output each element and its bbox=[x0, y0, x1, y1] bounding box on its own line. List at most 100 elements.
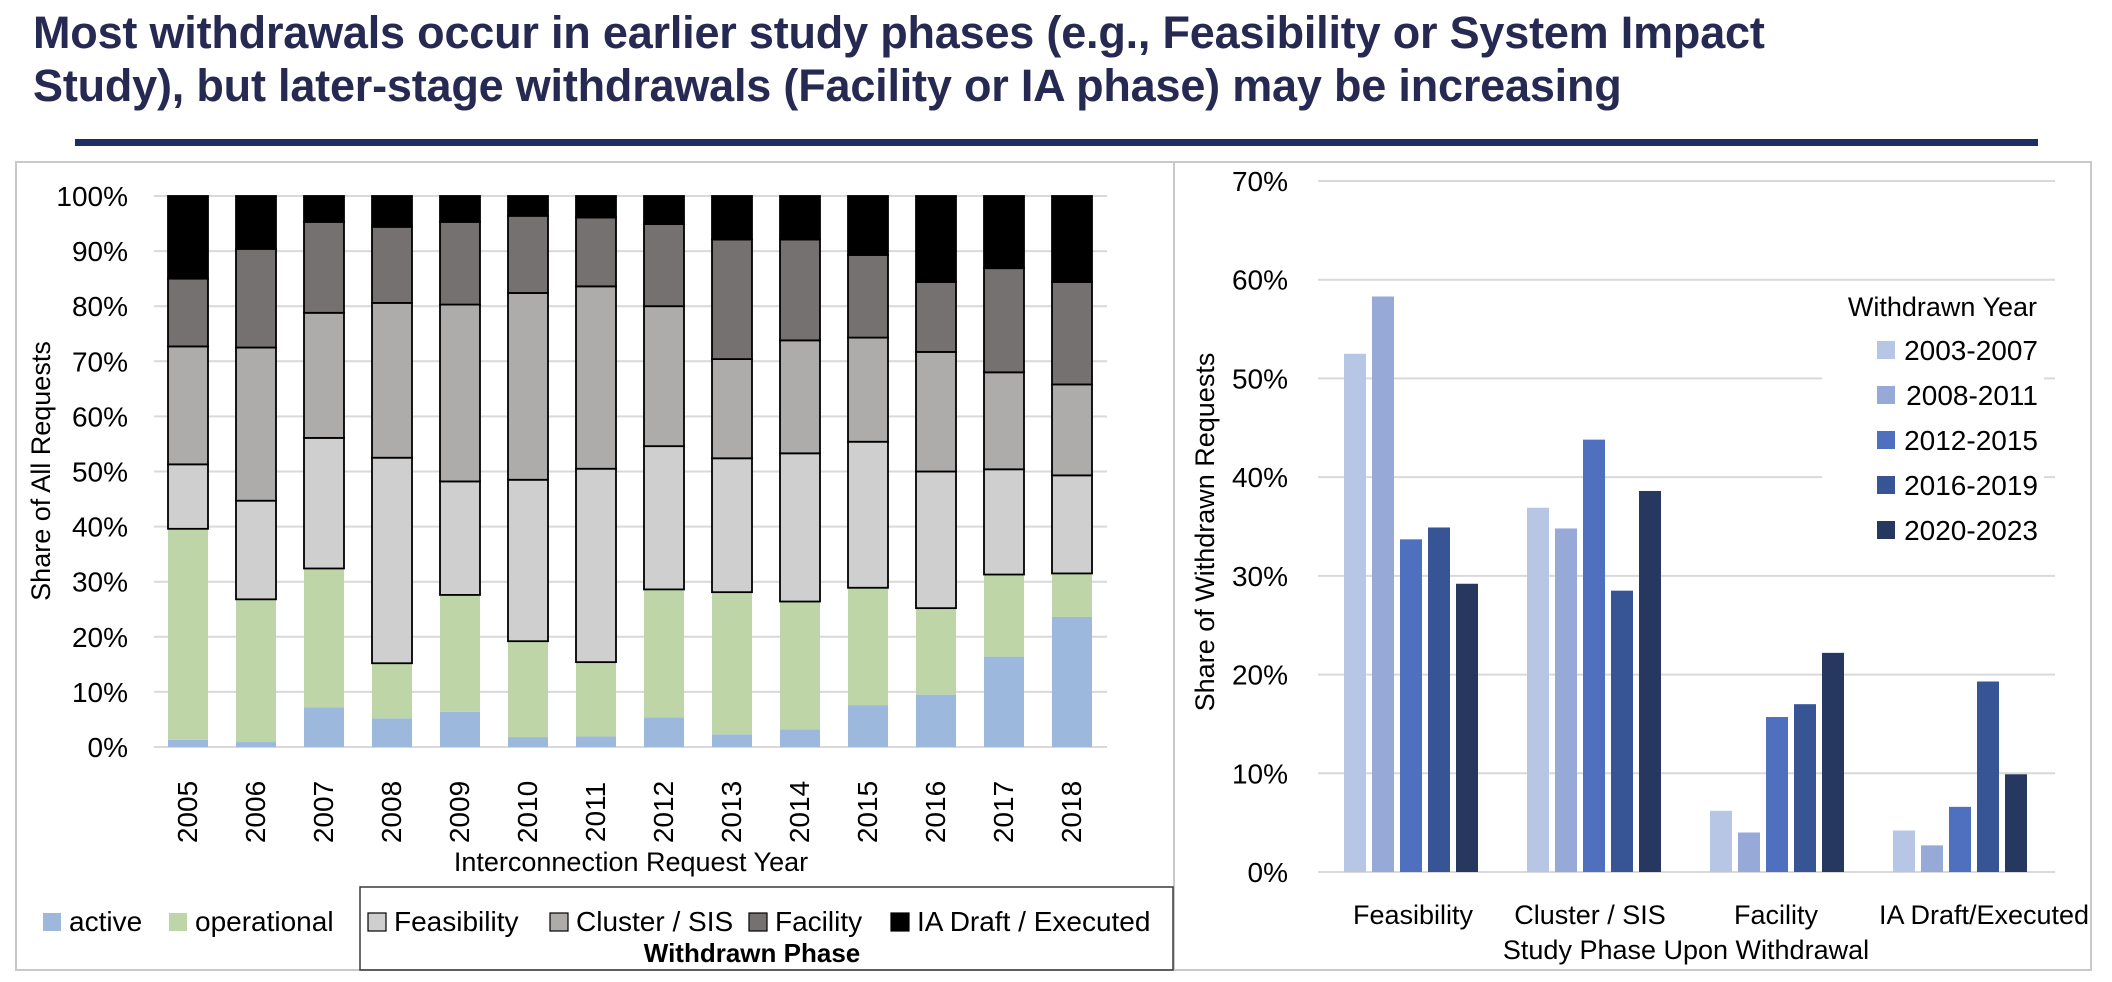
bar-y2020_2023 bbox=[1639, 490, 1661, 872]
legend-swatch-feasibility bbox=[367, 912, 387, 932]
y-tick-label: 40% bbox=[1232, 462, 1288, 493]
left-bars bbox=[167, 195, 1093, 747]
bar-segment-active bbox=[780, 729, 820, 747]
x-tick-label: 2013 bbox=[716, 781, 747, 843]
bar-segment-facility bbox=[983, 267, 1025, 374]
x-tick-label: 2006 bbox=[240, 781, 271, 843]
bar-segment-feasibility bbox=[575, 467, 617, 664]
bar-segment-operational bbox=[236, 599, 276, 743]
legend-label-y2008_2011: 2008-2011 bbox=[1906, 380, 2038, 411]
bar-segment-feasibility bbox=[167, 463, 209, 530]
bar-segment-feasibility bbox=[371, 456, 413, 665]
legend-swatch-y2016_2019 bbox=[1877, 476, 1895, 494]
bar-y2012_2015 bbox=[1766, 717, 1788, 872]
y-tick-label: 100% bbox=[56, 181, 128, 212]
bar-segment-feasibility bbox=[303, 436, 345, 570]
legend-swatch-y2003_2007 bbox=[1877, 341, 1895, 359]
y-tick-label: 20% bbox=[1232, 660, 1288, 691]
y-tick-label: 90% bbox=[72, 236, 128, 267]
y-tick-label: 70% bbox=[72, 346, 128, 377]
legend-label-facility: Facility bbox=[775, 906, 862, 937]
bar-segment-facility bbox=[847, 254, 889, 339]
legend-label-y2016_2019: 2016-2019 bbox=[1904, 470, 2038, 501]
x-tick-label: 2011 bbox=[580, 782, 611, 842]
legend-swatch-ia bbox=[890, 912, 910, 932]
legend-swatch-y2012_2015 bbox=[1877, 431, 1895, 449]
y-tick-label: 30% bbox=[72, 567, 128, 598]
bar-segment-cluster bbox=[235, 346, 277, 502]
bar-segment-active bbox=[304, 707, 344, 747]
left-x-tick-labels: 2005 2006 2007 2008 2009 2010 2011 2012 2013 2014… bbox=[172, 781, 1087, 843]
bar-segment-ia bbox=[235, 195, 277, 250]
right-legend-background bbox=[1822, 285, 2044, 547]
legend-label-y2003_2007: 2003-2007 bbox=[1904, 335, 2038, 366]
legend-swatch-operational bbox=[169, 913, 187, 931]
x-tick-label: 2010 bbox=[512, 781, 543, 843]
bar-segment-cluster bbox=[575, 285, 617, 470]
bar-y2003_2007 bbox=[1527, 507, 1549, 872]
right-legend: Withdrawn Year 2003-2007 2008-2011 2012-20… bbox=[1822, 285, 2044, 547]
bar-y2016_2019 bbox=[1428, 527, 1450, 872]
y-tick-label: 30% bbox=[1232, 561, 1288, 592]
bar-segment-ia bbox=[643, 195, 685, 226]
bar-segment-ia bbox=[711, 195, 753, 241]
bar-segment-feasibility bbox=[779, 452, 821, 603]
left-y-tick-labels: 0% 10% 20% 30% 40% 50% 60% 70% 80% 90% 100% bbox=[56, 181, 128, 763]
bar-segment-active bbox=[1052, 616, 1092, 747]
y-tick-label: 10% bbox=[72, 677, 128, 708]
bar-segment-cluster bbox=[507, 292, 549, 481]
bar-segment-ia bbox=[303, 195, 345, 223]
legend-label-feasibility: Feasibility bbox=[394, 906, 518, 937]
title-underline-rule bbox=[75, 139, 2038, 146]
bar-y2012_2015 bbox=[1583, 439, 1605, 872]
bar-y2008_2011 bbox=[1372, 296, 1394, 872]
x-tick-label: 2018 bbox=[1056, 781, 1087, 843]
bar-y2003_2007 bbox=[1893, 830, 1915, 872]
bar-segment-operational bbox=[440, 594, 480, 712]
bar-segment-operational bbox=[712, 592, 752, 735]
bar-segment-feasibility bbox=[643, 445, 685, 591]
bar-segment-feasibility bbox=[235, 499, 277, 601]
bar-segment-facility bbox=[1051, 281, 1093, 386]
slide-title: Most withdrawals occur in earlier study … bbox=[33, 6, 2093, 112]
right-x-tick-labels: Feasibility Cluster / SIS Facility IA Draft… bbox=[1353, 900, 2089, 930]
bar-segment-feasibility bbox=[1051, 474, 1093, 575]
x-tick-label: 2007 bbox=[308, 781, 339, 843]
stacked-bar-chart: 0%10%20%30%40%50%60%70%80%90%100% 2005 20… bbox=[26, 181, 1174, 971]
x-tick-label: 2017 bbox=[988, 781, 1019, 843]
bar-segment-feasibility bbox=[439, 480, 481, 596]
bar-y2012_2015 bbox=[1949, 806, 1971, 872]
bar-y2016_2019 bbox=[1611, 590, 1633, 872]
bar-segment-facility bbox=[303, 220, 345, 314]
bar-segment-cluster bbox=[983, 371, 1025, 471]
legend-label-operational: operational bbox=[195, 906, 334, 937]
bar-segment-operational bbox=[304, 568, 344, 708]
bar-segment-ia bbox=[167, 195, 209, 280]
bar-segment-ia bbox=[779, 195, 821, 241]
x-tick-label: Facility bbox=[1734, 900, 1819, 930]
y-tick-label: 60% bbox=[72, 401, 128, 432]
x-tick-label: Feasibility bbox=[1353, 900, 1474, 930]
y-tick-label: 0% bbox=[88, 732, 128, 763]
bar-segment-facility bbox=[779, 238, 821, 342]
bar-segment-ia bbox=[847, 195, 889, 256]
bar-segment-active bbox=[168, 739, 208, 747]
bar-segment-cluster bbox=[439, 303, 481, 483]
grouped-bar-chart: 0% 10% 20% 30% 40% 50% 60% 70% Feasibility Clust… bbox=[1190, 166, 2089, 965]
x-tick-label: 2005 bbox=[172, 781, 203, 843]
bar-segment-facility bbox=[711, 238, 753, 360]
y-tick-label: 50% bbox=[1232, 363, 1288, 394]
left-legend: active operational Feasibility Cluster / SI… bbox=[43, 886, 1174, 971]
legend-swatch-y2008_2011 bbox=[1877, 386, 1895, 404]
bar-segment-operational bbox=[372, 663, 412, 719]
bar-segment-ia bbox=[1051, 195, 1093, 283]
bar-segment-ia bbox=[507, 195, 549, 217]
bar-y2012_2015 bbox=[1400, 539, 1422, 872]
bar-segment-operational bbox=[168, 528, 208, 740]
y-tick-label: 50% bbox=[72, 457, 128, 488]
bar-segment-cluster bbox=[167, 345, 209, 466]
bar-segment-cluster bbox=[1051, 383, 1093, 477]
bar-segment-facility bbox=[643, 223, 685, 308]
bar-y2020_2023 bbox=[2005, 774, 2027, 872]
bar-segment-active bbox=[984, 656, 1024, 747]
